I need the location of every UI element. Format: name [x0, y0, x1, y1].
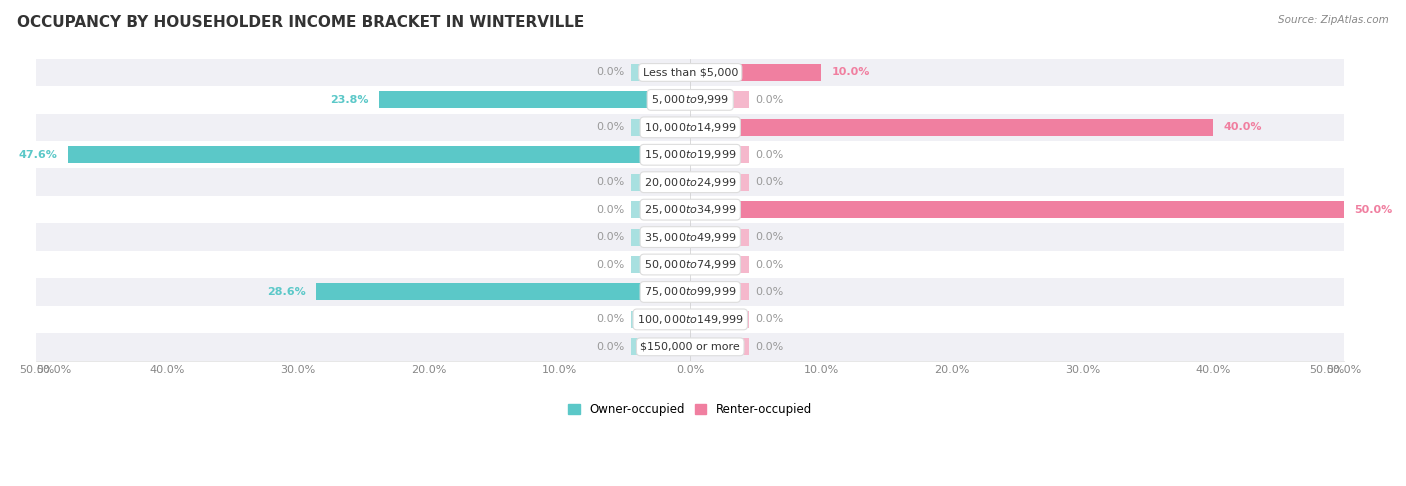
Bar	[690, 146, 749, 163]
Text: $35,000 to $49,999: $35,000 to $49,999	[644, 230, 737, 243]
Bar	[37, 278, 1344, 306]
Text: 23.8%: 23.8%	[330, 95, 368, 105]
Text: 50.0%: 50.0%	[37, 364, 72, 375]
Text: 0.0%: 0.0%	[596, 205, 624, 215]
Bar	[631, 311, 690, 328]
Bar	[690, 64, 821, 81]
Bar	[37, 224, 1344, 251]
Text: 0.0%: 0.0%	[755, 314, 785, 324]
Text: 0.0%: 0.0%	[596, 260, 624, 270]
Bar	[690, 91, 749, 108]
Text: 0.0%: 0.0%	[596, 177, 624, 187]
Text: 47.6%: 47.6%	[18, 150, 58, 160]
Text: 28.6%: 28.6%	[267, 287, 305, 297]
Bar	[37, 196, 1344, 224]
Bar	[37, 251, 1344, 278]
Text: 0.0%: 0.0%	[596, 342, 624, 352]
Text: 0.0%: 0.0%	[755, 232, 785, 242]
Text: $100,000 to $149,999: $100,000 to $149,999	[637, 313, 744, 326]
Bar	[37, 141, 1344, 169]
Bar	[380, 91, 690, 108]
Bar	[631, 119, 690, 136]
Text: $75,000 to $99,999: $75,000 to $99,999	[644, 285, 737, 298]
Text: 10.0%: 10.0%	[831, 68, 870, 77]
Text: $20,000 to $24,999: $20,000 to $24,999	[644, 176, 737, 189]
Text: $15,000 to $19,999: $15,000 to $19,999	[644, 148, 737, 161]
Text: 0.0%: 0.0%	[755, 260, 785, 270]
Text: 0.0%: 0.0%	[755, 342, 785, 352]
Text: 0.0%: 0.0%	[596, 314, 624, 324]
Text: 0.0%: 0.0%	[596, 68, 624, 77]
Bar	[631, 64, 690, 81]
Text: $150,000 or more: $150,000 or more	[640, 342, 740, 352]
Bar	[37, 306, 1344, 333]
Bar	[690, 338, 749, 355]
Bar	[631, 174, 690, 191]
Text: $25,000 to $34,999: $25,000 to $34,999	[644, 203, 737, 216]
Bar	[690, 283, 749, 300]
Bar	[631, 256, 690, 273]
Text: 50.0%: 50.0%	[1309, 364, 1344, 375]
Bar	[690, 201, 1344, 218]
Bar	[631, 338, 690, 355]
Bar	[690, 311, 749, 328]
Text: 0.0%: 0.0%	[755, 95, 785, 105]
Bar	[37, 86, 1344, 114]
Text: 0.0%: 0.0%	[755, 287, 785, 297]
Bar	[631, 201, 690, 218]
Bar	[631, 228, 690, 245]
Bar	[690, 119, 1213, 136]
Bar	[690, 228, 749, 245]
Bar	[67, 146, 690, 163]
Text: $50,000 to $74,999: $50,000 to $74,999	[644, 258, 737, 271]
Text: 0.0%: 0.0%	[755, 177, 785, 187]
Legend: Owner-occupied, Renter-occupied: Owner-occupied, Renter-occupied	[564, 399, 817, 421]
Bar	[37, 114, 1344, 141]
Text: OCCUPANCY BY HOUSEHOLDER INCOME BRACKET IN WINTERVILLE: OCCUPANCY BY HOUSEHOLDER INCOME BRACKET …	[17, 15, 583, 30]
Text: 0.0%: 0.0%	[755, 150, 785, 160]
Bar	[37, 333, 1344, 361]
Bar	[690, 174, 749, 191]
Bar	[316, 283, 690, 300]
Bar	[37, 59, 1344, 86]
Text: Source: ZipAtlas.com: Source: ZipAtlas.com	[1278, 15, 1389, 25]
Bar	[690, 256, 749, 273]
Text: 50.0%: 50.0%	[1354, 205, 1393, 215]
Text: 0.0%: 0.0%	[596, 232, 624, 242]
Text: Less than $5,000: Less than $5,000	[643, 68, 738, 77]
Text: $10,000 to $14,999: $10,000 to $14,999	[644, 121, 737, 134]
Text: $5,000 to $9,999: $5,000 to $9,999	[651, 93, 730, 106]
Bar	[37, 169, 1344, 196]
Text: 40.0%: 40.0%	[1223, 122, 1263, 132]
Text: 0.0%: 0.0%	[596, 122, 624, 132]
